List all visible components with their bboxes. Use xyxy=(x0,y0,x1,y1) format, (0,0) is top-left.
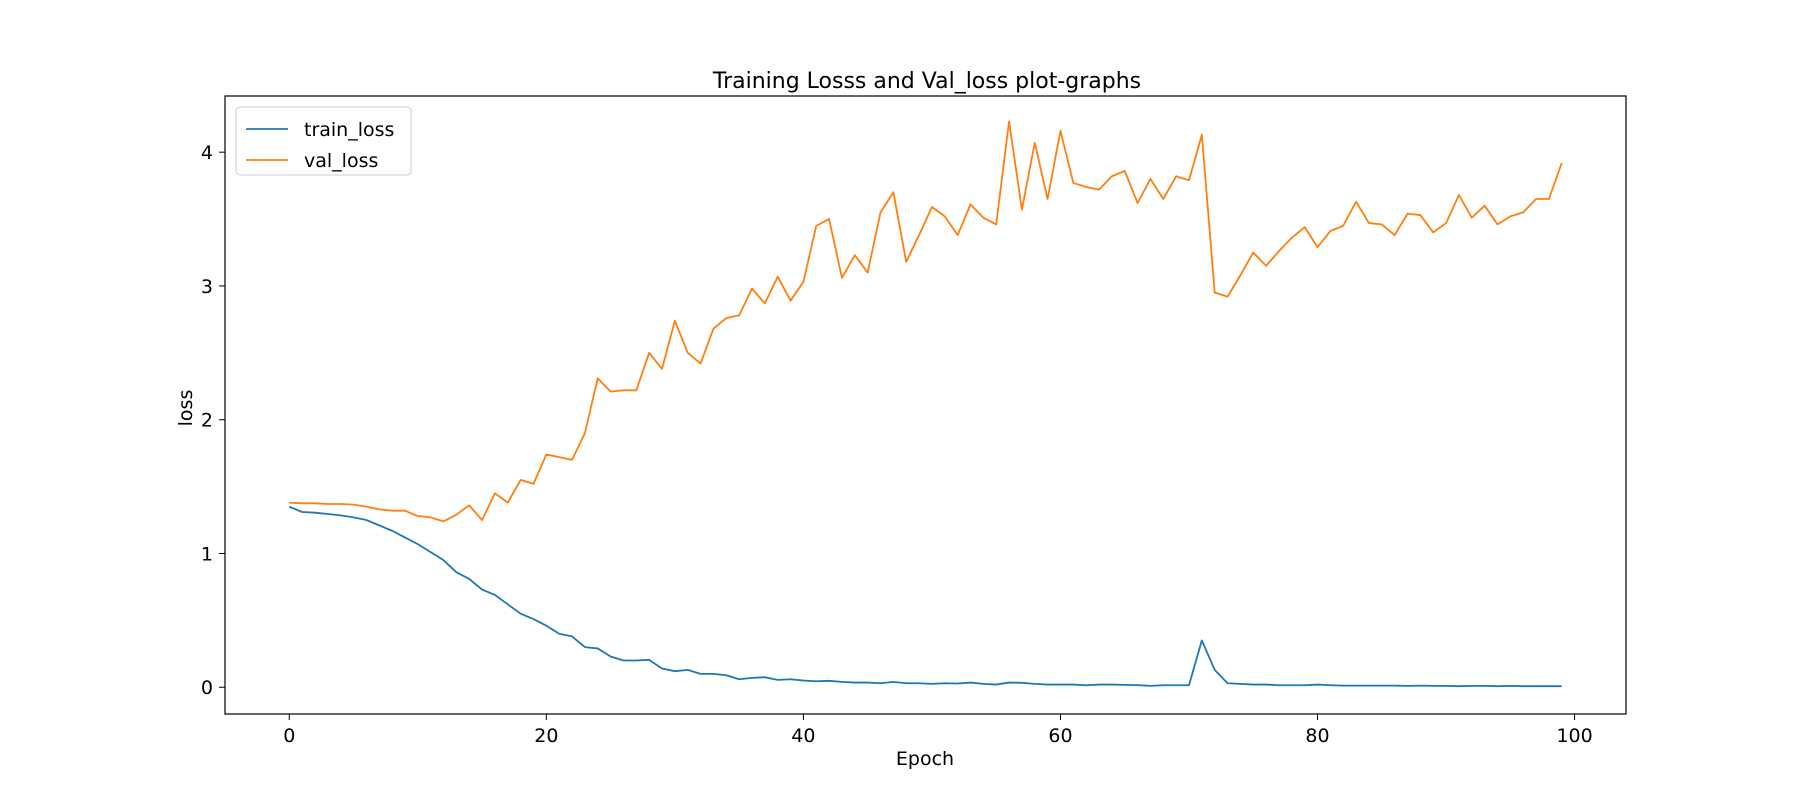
y-tick-label: 1 xyxy=(201,543,213,565)
series-line-train-loss xyxy=(288,505,1562,688)
x-axis: 0 20 40 60 80 100 xyxy=(283,714,1593,747)
y-tick-label: 4 xyxy=(201,142,213,164)
x-tick-label: 20 xyxy=(534,725,558,747)
x-axis-label: Epoch xyxy=(896,748,954,770)
y-tick-label: 0 xyxy=(201,677,213,699)
x-tick-label: 100 xyxy=(1556,725,1592,747)
plot-frame xyxy=(224,95,1627,715)
legend-label-train-loss: train_loss xyxy=(304,119,394,141)
y-axis: 0 1 2 3 4 xyxy=(201,142,225,699)
x-tick-label: 60 xyxy=(1048,725,1072,747)
y-tick-label: 3 xyxy=(201,276,213,298)
chart-title: Training Losss and Val_loss plot-graphs xyxy=(712,69,1141,94)
x-tick-label: 80 xyxy=(1305,725,1329,747)
legend: train_loss val_loss xyxy=(235,106,412,176)
series-line-val-loss xyxy=(289,120,1563,523)
y-tick-label: 2 xyxy=(201,410,213,432)
y-axis-label: loss xyxy=(175,390,197,427)
legend-box xyxy=(235,106,412,176)
plot-area xyxy=(288,120,1563,688)
legend-label-val-loss: val_loss xyxy=(304,150,378,172)
x-tick-label: 0 xyxy=(283,725,295,747)
x-tick-label: 40 xyxy=(791,725,815,747)
